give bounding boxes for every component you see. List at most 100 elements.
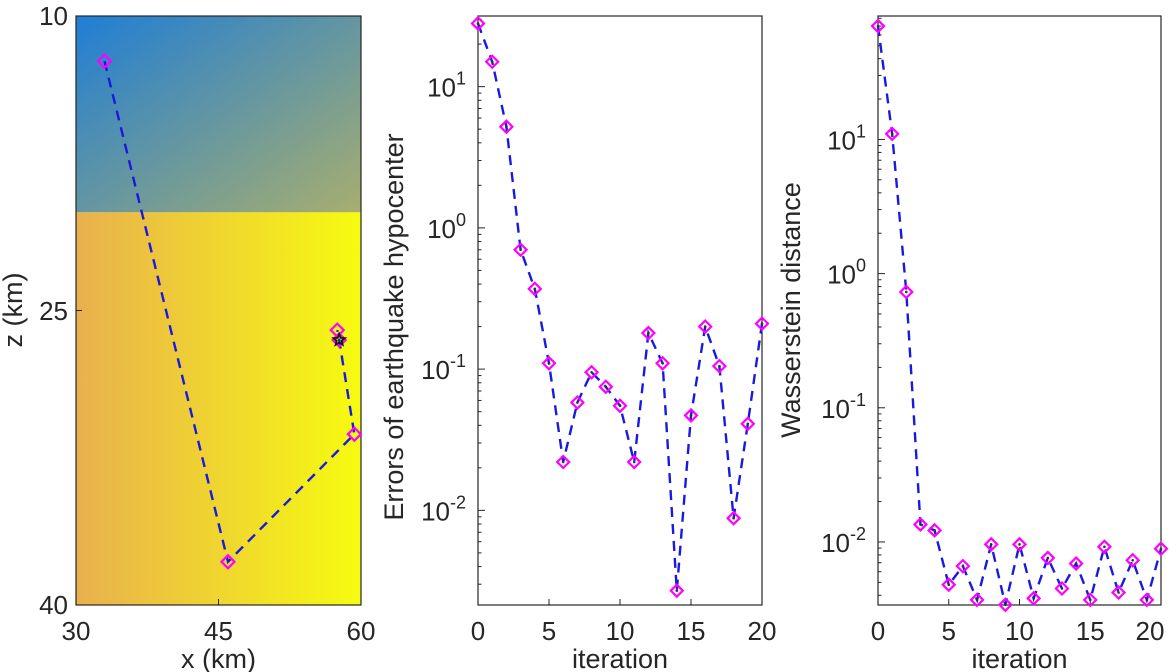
true-source-star-icon [331, 331, 348, 347]
data-point-center [1032, 597, 1035, 600]
data-point [927, 522, 943, 538]
panel3-x-tick-5: 5 [942, 616, 956, 646]
data-point [711, 358, 727, 374]
data-point-center [718, 364, 721, 368]
data-point-center [519, 248, 522, 252]
data-point [669, 583, 685, 599]
panel3-x-tick-0: 0 [871, 616, 885, 646]
panel2-x-tick-20: 20 [748, 616, 777, 646]
data-point-center [576, 401, 579, 404]
data-point [513, 242, 529, 258]
data-point-center [661, 361, 664, 365]
y-tick-base: 10 [827, 260, 856, 290]
data-point-center [1088, 598, 1092, 602]
data-point-center [561, 460, 565, 464]
data-point [912, 516, 929, 533]
panel3-frame [877, 15, 1162, 606]
y-tick-exponent: 1 [456, 69, 466, 89]
data-point [997, 597, 1013, 613]
y-tick-label: 10-1 [421, 351, 466, 385]
panel1-x-tick-45: 45 [204, 616, 233, 646]
data-point-center [533, 287, 537, 291]
data-point-center [933, 529, 936, 532]
data-point-center [905, 290, 908, 294]
data-point-center [1004, 603, 1007, 607]
data-point [1068, 556, 1084, 572]
data-point [697, 319, 713, 335]
trajectory-panel: 30 45 60 10 25 40 x (km) z (km) [0, 1, 375, 672]
data-point [484, 54, 500, 70]
panel3-x-tick-10: 10 [1005, 616, 1034, 646]
data-point [1082, 592, 1098, 608]
data-point [884, 126, 900, 142]
panel1-y-axis-label: z (km) [0, 273, 28, 348]
data-point-center [618, 404, 622, 408]
data-point [754, 316, 770, 332]
y-tick-base: 10 [421, 496, 450, 526]
panel3-y-axis-label: Wasserstein distance [776, 182, 806, 438]
y-tick-label: 100 [427, 210, 466, 244]
data-point-center [961, 564, 965, 568]
data-point [470, 15, 486, 32]
panel1-y-tick-40: 40 [39, 590, 68, 620]
data-point-center [1018, 543, 1021, 546]
y-tick-label: 10-2 [821, 524, 866, 558]
data-point-center [975, 598, 979, 602]
data-point [1054, 580, 1070, 597]
data-point [498, 119, 514, 135]
data-point-center [1159, 547, 1163, 551]
upper-velocity-layer [76, 16, 361, 213]
data-point-center [476, 22, 480, 25]
data-point [1040, 550, 1056, 566]
data-point [683, 407, 699, 423]
y-tick-label: 101 [427, 69, 466, 103]
data-point [626, 454, 642, 470]
panel3-x-tick-15: 15 [1076, 616, 1105, 646]
y-tick-base: 10 [427, 73, 456, 103]
y-tick-label: 101 [827, 121, 866, 155]
data-point [655, 355, 671, 371]
y-tick-base: 10 [821, 528, 850, 558]
panel1-x-tick-60: 60 [347, 616, 376, 646]
panel2-x-tick-5: 5 [542, 616, 556, 646]
data-point-center [1131, 558, 1134, 562]
data-point [1139, 592, 1155, 608]
data-point-center [1074, 562, 1078, 565]
trajectory-line [103, 60, 356, 565]
wasserstein-markers [870, 18, 1169, 613]
data-point-center [547, 361, 551, 365]
y-tick-exponent: -1 [850, 390, 866, 410]
data-point [1011, 536, 1028, 552]
panel2-x-axis-label: iteration [572, 644, 668, 672]
data-point [555, 454, 571, 470]
data-point [1125, 552, 1141, 568]
data-point-center [1103, 545, 1106, 549]
data-point [598, 379, 614, 395]
data-point-center [989, 543, 993, 546]
y-tick-exponent: -2 [450, 492, 466, 512]
data-point-center [647, 331, 650, 335]
hypocenter-error-markers [470, 15, 770, 599]
data-point-center [947, 583, 951, 587]
data-point [969, 592, 985, 608]
data-point [640, 325, 656, 341]
y-tick-base: 10 [821, 394, 850, 424]
data-point-center [1117, 591, 1120, 594]
data-point-center [632, 460, 636, 464]
data-point-center [1046, 556, 1050, 560]
panel2-x-tick-0: 0 [471, 616, 485, 646]
panel1-y-tick-25: 25 [39, 296, 68, 326]
lower-velocity-layer [76, 212, 361, 606]
data-point-center [1145, 598, 1149, 602]
y-tick-label: 10-1 [821, 390, 866, 424]
panel2-frame [477, 15, 763, 606]
data-point-center [760, 322, 764, 325]
data-point [941, 577, 957, 593]
trajectory-point [96, 53, 113, 70]
y-tick-exponent: -1 [450, 351, 466, 371]
data-point [527, 281, 543, 297]
y-tick-exponent: 1 [856, 121, 866, 141]
